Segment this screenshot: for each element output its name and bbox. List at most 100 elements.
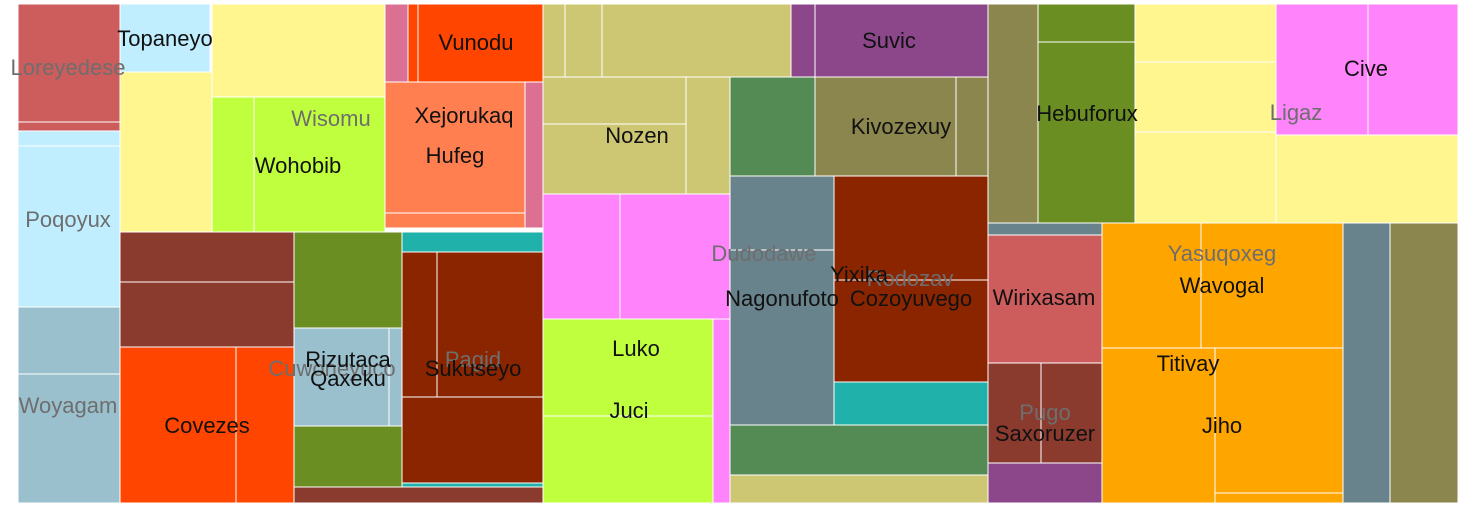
label-hufeg: Hufeg — [426, 143, 485, 168]
cell-nozen-b — [564, 3, 603, 78]
label-pagid: Pagid — [445, 347, 501, 372]
label-loreyedese: Loreyedese — [11, 55, 126, 80]
cell-qaxeku — [293, 327, 390, 427]
cell-hebuforux — [1037, 41, 1136, 224]
cell-ligaz-a — [1134, 3, 1277, 63]
cell-sukuseyo — [401, 396, 544, 484]
label-nagonufoto: Nagonufoto — [725, 286, 839, 311]
label-hebuforux: Hebuforux — [1036, 101, 1138, 126]
cell-nozen-d — [542, 76, 687, 125]
cell-poqoyux-a — [17, 130, 121, 147]
cell-nagonufoto-a — [729, 175, 835, 251]
label-luko: Luko — [612, 336, 660, 361]
cell-loreyedese-b — [17, 121, 121, 132]
cell-xejorukaq-a — [384, 3, 409, 83]
label-titivay: Titivay — [1157, 351, 1220, 376]
label-xejorukaq: Xejorukaq — [414, 103, 513, 128]
cell-cive-a — [1275, 3, 1369, 136]
cell-juci — [542, 415, 714, 504]
label-jiho: Jiho — [1202, 413, 1242, 438]
cell-cozoyuvego — [833, 279, 989, 383]
cell-nozen — [542, 123, 687, 195]
cell-woyagam — [17, 373, 121, 504]
label-dudodawe: Dudodawe — [711, 241, 816, 266]
cell-dkhaki-col — [1389, 222, 1459, 504]
cell-cuwoneyuco-b — [293, 486, 544, 504]
cell-hebuforux-a — [987, 3, 1039, 224]
cell-wirixasam — [987, 234, 1103, 364]
cell-kivozexuy-b — [955, 76, 989, 177]
cell-cuwoneyuco — [119, 281, 295, 348]
label-wavogal: Wavogal — [1180, 273, 1265, 298]
cell-dudodawe-b — [712, 318, 731, 504]
cell-luko — [542, 318, 714, 417]
cell-vunodu-a — [407, 3, 419, 83]
cell-rizutaca-b — [293, 425, 403, 488]
cell-ligaz-c — [1275, 134, 1459, 224]
label-suvic: Suvic — [862, 28, 916, 53]
cell-rodozav — [729, 474, 989, 504]
label-wirixasam: Wirixasam — [993, 285, 1096, 310]
label-rizutaca: Rizutaca — [305, 347, 391, 372]
cell-hebuforux-b — [1037, 3, 1136, 43]
treemap-cells — [17, 3, 1459, 504]
cell-nozen-a — [542, 3, 566, 78]
cell-pagid — [436, 251, 544, 398]
cell-cuwoneyuco-a — [119, 231, 295, 283]
cell-loreyedese — [17, 3, 121, 123]
cell-pugo — [987, 462, 1103, 504]
label-yixika: Yixika — [830, 262, 889, 287]
cell-cive — [1367, 3, 1459, 136]
label-vunodu: Vunodu — [438, 30, 513, 55]
cell-jiho-b — [1214, 492, 1344, 504]
label-nozen: Nozen — [605, 123, 669, 148]
cell-titivay — [1101, 347, 1216, 504]
label-sukuseyo: Sukuseyo — [425, 356, 522, 381]
cell-covezes-a — [119, 346, 237, 504]
cell-nagonufoto — [729, 249, 835, 426]
cell-dudodawe — [619, 193, 731, 320]
label-rodozav: Rodozav — [867, 266, 954, 291]
label-cive: Cive — [1344, 56, 1388, 81]
cell-kivozexuy — [814, 76, 957, 177]
cell-ligaz — [1134, 131, 1277, 224]
label-woyagam: Woyagam — [19, 393, 118, 418]
cell-saxoruzer-a — [987, 362, 1042, 464]
label-kivozexuy: Kivozexuy — [851, 114, 951, 139]
cell-nozen-c — [601, 3, 792, 78]
label-yasuqoxeg: Yasuqoxeg — [1168, 241, 1276, 266]
cell-rizutaca — [293, 231, 403, 329]
label-ligaz: Ligaz — [1270, 100, 1323, 125]
cell-sukuseyo-b — [401, 482, 544, 488]
label-saxoruzer: Saxoruzer — [995, 421, 1095, 446]
cell-sukuseyo-a — [401, 231, 544, 253]
cell-pagid-a — [401, 251, 438, 398]
cell-slate-strip — [987, 222, 1103, 236]
cell-suvic — [814, 3, 989, 78]
cell-vunodu — [417, 3, 544, 83]
cell-hufeg-b — [384, 212, 526, 229]
cell-jiho — [1214, 347, 1344, 494]
cell-ligaz-b — [1134, 61, 1277, 133]
cell-suvic-a — [790, 3, 816, 78]
label-cozoyuvego: Cozoyuvego — [850, 286, 972, 311]
cell-yixika — [729, 424, 989, 476]
cell-wisomu-b — [211, 3, 386, 98]
treemap-labels: Loreyedese Topaneyo Poqoyux Woyagam Wiso… — [11, 26, 1389, 446]
label-wisomu: Wisomu — [291, 106, 370, 131]
cell-dudodawe-a — [542, 193, 621, 320]
cell-nozen-e — [685, 76, 731, 195]
cell-wohobib — [253, 96, 386, 233]
label-covezes: Covezes — [164, 413, 250, 438]
label-cuwoneyuco: Cuwoneyuco — [268, 356, 395, 381]
label-poqoyux: Poqoyux — [25, 207, 111, 232]
cell-woyagam-a — [17, 306, 121, 375]
label-topaneyo: Topaneyo — [117, 26, 212, 51]
cell-wisomu-a — [119, 71, 213, 233]
cell-yixika-a — [729, 76, 816, 177]
cell-wavogal — [1200, 222, 1344, 349]
label-wohobib: Wohobib — [255, 153, 341, 178]
label-juci: Juci — [609, 398, 648, 423]
cell-rodozav-a — [833, 381, 989, 426]
